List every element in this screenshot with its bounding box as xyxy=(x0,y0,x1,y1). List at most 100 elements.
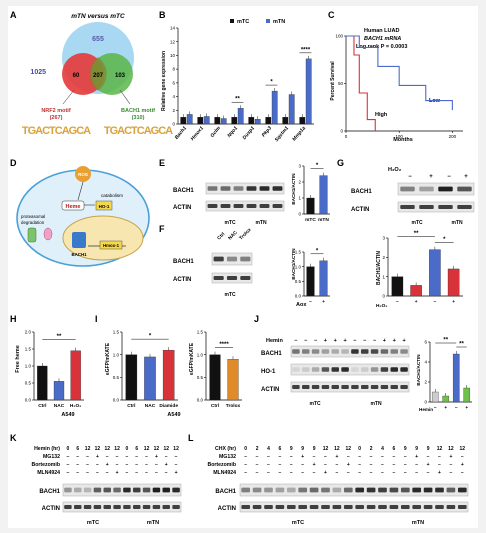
blot-l-treat-mark: + xyxy=(324,470,327,476)
blot-j-ho1-frame xyxy=(290,363,410,376)
blot-l-actin-band xyxy=(423,505,433,509)
blot-l-treat-mark: − xyxy=(392,454,395,460)
chart-e-ytick-label: 3 xyxy=(298,164,301,169)
venn-overlap-center: 207 xyxy=(93,73,104,79)
blot-l-actin-band xyxy=(264,505,273,509)
chart-e-ylabel: BACH1/ACTIN xyxy=(291,173,296,205)
chart-f-xtick-label: − xyxy=(309,300,312,305)
chart-i-right-ytick-label: 1.5 xyxy=(197,330,204,335)
chart-e-ytick-label: 0 xyxy=(298,212,301,217)
blot-l-actin-band xyxy=(400,505,410,509)
chart-j-sig-text: ** xyxy=(443,338,448,344)
chart-b-ytick-label: 8 xyxy=(172,67,175,72)
blot-k-bach1-band xyxy=(123,487,131,493)
chart-i-left-xtick-label: NAC xyxy=(145,403,156,409)
blot-l-treat-mark: − xyxy=(256,470,259,476)
blot-l-treat-mark: + xyxy=(449,454,452,460)
blot-j-hemin-mark: + xyxy=(402,338,405,344)
blot-l-time: 6 xyxy=(393,446,396,452)
blot-l-treat-mark: + xyxy=(438,470,441,476)
blot-e-bach1-band xyxy=(246,186,257,191)
chart-h-ytick-label: 1.5 xyxy=(25,347,32,352)
blot-k-treat-mark: − xyxy=(106,454,109,460)
blot-k-time: 12 xyxy=(85,446,91,452)
chart-g-xtick-label: + xyxy=(415,300,418,305)
km-ytick-label: 50 xyxy=(338,81,344,86)
blot-l-actin-band xyxy=(332,505,342,509)
blot-j-hemin-mark: − xyxy=(304,338,307,344)
chart-h-ytick-label: 1.0 xyxy=(25,364,32,369)
blot-e-bach1-band xyxy=(207,186,218,191)
blot-l-row-label: Bortezomib xyxy=(207,462,236,468)
blot-k-actin-band xyxy=(74,505,82,509)
blot-k-bach1-band xyxy=(152,487,161,493)
chart-b-xtick-label: Dusp1 xyxy=(242,125,257,141)
blot-l-treat-mark: − xyxy=(244,470,247,476)
chart-j-ytick-label: 0 xyxy=(424,400,427,405)
blot-l-actin-label: ACTIN xyxy=(218,506,236,512)
blot-k-treat-mark: + xyxy=(96,454,99,460)
blot-k-bach1-band xyxy=(83,487,92,493)
km-xtick-label: 200 xyxy=(449,134,457,139)
chart-b: mTC mTN Relative gene expression 0 2 4 6 8 10… xyxy=(161,19,314,143)
blot-j-actin-band xyxy=(390,385,398,389)
blot-j-ho1-band xyxy=(351,367,359,372)
blot-l-treat-mark: − xyxy=(335,470,338,476)
blot-k-time: 12 xyxy=(95,446,101,452)
blot-j-hemin-mark: − xyxy=(314,338,317,344)
ros-arrow xyxy=(77,181,84,201)
blot-f-actin-label: ACTIN xyxy=(173,277,191,283)
chart-b-bar-mtn xyxy=(271,90,278,125)
km-high-label: High xyxy=(375,112,388,118)
chart-b-xtick-label: Bach1 xyxy=(174,125,188,141)
blot-j-ho1-band xyxy=(321,367,330,372)
blot-l-time: 0 xyxy=(358,446,361,452)
hmox1-gene-box xyxy=(99,240,123,250)
blot-g-actin-label: ACTIN xyxy=(351,207,369,213)
blot-l-treat-mark: − xyxy=(301,462,304,468)
chart-i-right-bar xyxy=(209,354,221,401)
blot-k-treat-mark: − xyxy=(135,470,138,476)
chart-h-bar xyxy=(70,350,81,401)
motif-right-logo: TGACTCAGCA xyxy=(104,125,173,137)
chart-b-bar-mtn xyxy=(237,108,244,125)
blot-l-actin-band xyxy=(378,505,387,509)
chart-i-right-sig-text: **** xyxy=(219,342,229,348)
blot-e-actin-band xyxy=(220,204,231,208)
blot-l-time: 9 xyxy=(427,446,430,452)
motif-left-count: (267) xyxy=(50,115,63,121)
motif-right-arrow xyxy=(119,89,131,105)
blot-l-treat-mark: − xyxy=(324,454,327,460)
blot-k-treat-mark: − xyxy=(66,454,69,460)
blot-k-time: 12 xyxy=(104,446,110,452)
chart-j-bar xyxy=(463,387,471,403)
chart-g-ytick-label: 3 xyxy=(382,236,385,241)
chart-b-xtick-label: Nqo1 xyxy=(226,125,239,139)
blot-l-treat-mark: − xyxy=(290,462,293,468)
blot-e-actin-band xyxy=(259,204,270,208)
blot-k-treat-mark: − xyxy=(155,462,158,468)
blot-f-lane-trolox: Trolox xyxy=(238,227,253,242)
chart-i-left-bar xyxy=(144,356,156,401)
blot-l-actin-band xyxy=(446,505,456,509)
chart-i-left-ytick-label: 0.5 xyxy=(113,375,120,380)
panel-i-letter: I xyxy=(95,314,98,324)
blot-l-treat-mark: − xyxy=(244,462,247,468)
blot-e-actin-band xyxy=(272,204,283,208)
blot-e-group-mtc: mTC xyxy=(224,220,236,226)
blot-j-actin-band xyxy=(380,385,389,389)
blot-l-treat-mark: − xyxy=(381,454,384,460)
chart-f-xlabel: Aox xyxy=(296,302,307,308)
blot-l-treat-mark: − xyxy=(290,470,293,476)
blot-l-bach1-band xyxy=(378,487,387,493)
blot-j-bach1-band xyxy=(321,349,330,354)
chart-g-h2o2: H₂O₂ xyxy=(376,303,387,309)
km-line2: BACH1 mRNA xyxy=(364,36,401,42)
bach1-schematic-label: BACH1 xyxy=(71,252,87,257)
km-ytick-label: 100 xyxy=(335,34,343,39)
blot-l-actin-band xyxy=(355,505,365,509)
blot-g-group-mtn: mTN xyxy=(451,220,463,226)
blot-l-time: 6 xyxy=(279,446,282,452)
blot-l-treat-mark: − xyxy=(290,454,293,460)
chart-b-ytick-label: 12 xyxy=(170,39,176,44)
